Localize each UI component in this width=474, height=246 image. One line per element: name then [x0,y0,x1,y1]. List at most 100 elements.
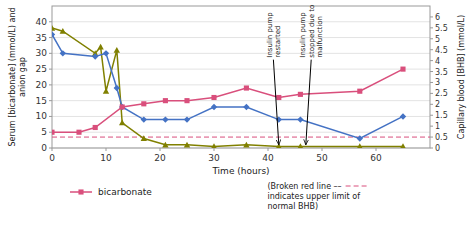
annotation-arrow [273,60,278,145]
x-tick-label: 30 [208,153,220,163]
data-point [141,101,146,106]
data-point [52,31,55,37]
data-point [76,130,81,135]
y-tick-label: 20 [36,80,48,90]
y2-tick [430,93,433,94]
data-point [184,116,190,122]
y-tick-label: 10 [36,111,48,121]
data-point [211,95,216,100]
data-point [243,142,249,148]
x-tick-label: 50 [316,153,328,163]
y-axis-label: Serum [bicarbonate] (mmol/L) andanion ga… [8,7,27,146]
x-axis-label: Time (hours) [211,166,269,176]
data-point [400,67,405,72]
y2-tick [430,27,433,28]
data-point [119,104,125,110]
x-tick-label: 0 [49,153,55,163]
grid-line [52,100,430,101]
y-tick-label: 0 [41,143,47,153]
y2-tick-label: 2 [435,100,440,109]
data-point [93,125,98,130]
y2-tick-label: 4.5 [435,46,448,55]
annotation-arrow [306,60,311,145]
y-tick-label: 40 [36,17,48,27]
y-tick-label: 30 [36,48,48,58]
data-point [276,95,281,100]
data-point [103,50,109,56]
y-tick [49,116,52,117]
legend-marker [78,189,83,194]
y-tick [49,69,52,70]
grid-line [52,37,430,38]
y-tick-label: 35 [36,33,47,43]
grid-line [52,21,430,22]
data-point [114,47,120,53]
y2-tick [430,16,433,17]
series-line [52,34,403,138]
data-point [141,116,147,122]
data-point [297,143,303,148]
data-point [243,104,249,110]
x-tick [376,148,377,151]
y-tick [49,21,52,22]
data-point [119,120,125,126]
legend-label: bicarbonate [98,187,152,197]
data-point [211,104,217,110]
series-line [52,69,403,132]
data-point [400,113,406,119]
grid-line [52,69,430,70]
x-tick-label: 40 [262,153,274,163]
y2-tick [430,49,433,50]
y2-tick [430,126,433,127]
y-tick [49,100,52,101]
chart: 0102030405060051015202530354000.511.522.… [0,0,474,246]
y-tick [49,37,52,38]
x-tick [268,148,269,151]
y2-tick-label: 6 [435,13,440,22]
plot-area [52,25,430,148]
y2-tick-label: 1.5 [435,111,448,120]
y-tick-label: 15 [36,96,47,106]
x-tick-label: 20 [154,153,166,163]
x-tick [106,148,107,151]
x-tick [322,148,323,151]
data-point [184,98,189,103]
y2-tick-label: 0 [435,144,440,153]
data-point [120,104,125,109]
y2-tick [430,60,433,61]
annotation-text: Insulin pumpstopped due tomalfunction [299,5,324,58]
y2-tick-label: 5.5 [435,24,448,33]
data-point [357,143,363,148]
y2-tick [430,82,433,83]
x-tick-label: 60 [370,153,382,163]
data-point [60,28,66,34]
data-point [141,135,147,141]
x-tick-label: 10 [100,153,112,163]
data-point [114,85,120,91]
y2-tick-label: 3.5 [435,68,448,77]
y2-tick [430,115,433,116]
legend-item: bicarbonate [70,187,152,197]
data-point [60,50,66,56]
data-point [297,116,303,122]
y2-tick-label: 2.5 [435,89,448,98]
y-tick [49,53,52,54]
data-point [298,92,303,97]
y-tick-label: 25 [36,64,47,74]
y2-tick-label: 4 [435,57,440,66]
note-line-sample [346,186,370,187]
data-point [162,142,168,148]
y2-tick [430,71,433,72]
data-point [92,53,98,59]
data-point [162,116,168,122]
y2-tick-label: 5 [435,35,440,44]
y2-tick-label: 1 [435,122,440,131]
plot-frame [52,6,430,148]
y2-tick-label: 3 [435,78,440,87]
data-point [184,142,190,148]
data-point [244,85,249,90]
data-point [400,143,406,148]
y2-tick [430,38,433,39]
y-tick [49,84,52,85]
data-point [97,44,103,50]
